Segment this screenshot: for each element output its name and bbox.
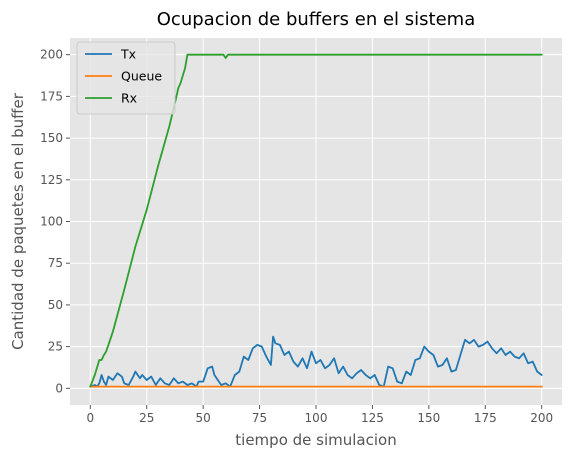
y-tick-label: 200 bbox=[40, 48, 63, 62]
y-tick-label: 50 bbox=[48, 298, 63, 312]
y-tick-label: 125 bbox=[40, 173, 63, 187]
x-tick-label: 175 bbox=[474, 411, 497, 425]
legend-label-queue: Queue bbox=[121, 69, 162, 84]
series-line-tx bbox=[89, 335, 543, 388]
x-tick-label: 0 bbox=[86, 411, 94, 425]
y-axis-label: Cantidad de paquetes en el buffer bbox=[9, 92, 27, 350]
series-line-rx bbox=[89, 53, 543, 388]
y-tick-label: 75 bbox=[48, 256, 63, 270]
y-tick-label: 25 bbox=[48, 340, 63, 354]
x-axis-label: tiempo de simulacion bbox=[235, 431, 396, 449]
x-axis-ticks: 0 25 50 75 100 125 150 175 200 bbox=[86, 405, 553, 425]
x-tick-label: 50 bbox=[196, 411, 211, 425]
series-layer bbox=[89, 53, 543, 388]
y-axis-ticks: 0 25 50 75 100 125 150 175 200 bbox=[40, 48, 70, 395]
y-tick-label: 100 bbox=[40, 215, 63, 229]
x-tick-label: 25 bbox=[139, 411, 154, 425]
y-tick-label: 175 bbox=[40, 89, 63, 103]
x-tick-label: 150 bbox=[417, 411, 440, 425]
y-tick-label: 0 bbox=[55, 381, 63, 395]
x-tick-label: 200 bbox=[530, 411, 553, 425]
x-tick-label: 75 bbox=[252, 411, 267, 425]
legend-box bbox=[76, 41, 176, 115]
legend-label-rx: Rx bbox=[121, 91, 137, 106]
chart-title: Ocupacion de buffers en el sistema bbox=[157, 9, 475, 30]
legend: Tx Queue Rx bbox=[76, 41, 176, 115]
x-tick-label: 125 bbox=[361, 411, 384, 425]
x-tick-label: 100 bbox=[305, 411, 328, 425]
y-tick-label: 150 bbox=[40, 131, 63, 145]
legend-label-tx: Tx bbox=[120, 47, 136, 62]
